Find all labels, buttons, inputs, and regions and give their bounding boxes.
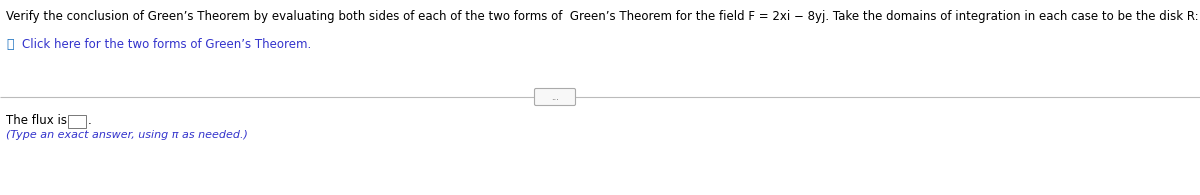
Text: .: . — [88, 114, 91, 127]
Text: Verify the conclusion of Green’s Theorem by evaluating both sides of each of the: Verify the conclusion of Green’s Theorem… — [6, 10, 1200, 23]
FancyBboxPatch shape — [534, 89, 576, 105]
Text: Click here for the two forms of Green’s Theorem.: Click here for the two forms of Green’s … — [22, 38, 311, 51]
Text: (Type an exact answer, using π as needed.): (Type an exact answer, using π as needed… — [6, 130, 248, 140]
Text: The flux is: The flux is — [6, 114, 67, 127]
FancyBboxPatch shape — [68, 115, 86, 128]
Text: ⓘ: ⓘ — [6, 38, 13, 51]
Text: ...: ... — [551, 92, 559, 102]
